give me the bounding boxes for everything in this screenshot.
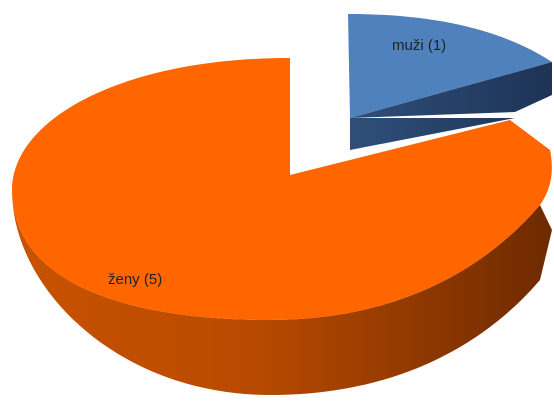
slice-zeny-side (12, 190, 552, 395)
slice-muzi-side (350, 62, 552, 150)
slice-muzi: muži (1) (348, 14, 552, 150)
slice-zeny-top (12, 58, 552, 320)
slice-label-muzi: muži (1) (392, 37, 446, 54)
slice-zeny: ženy (5) (12, 58, 552, 395)
slice-muzi-top (348, 14, 552, 118)
slice-label-zeny: ženy (5) (108, 271, 162, 288)
